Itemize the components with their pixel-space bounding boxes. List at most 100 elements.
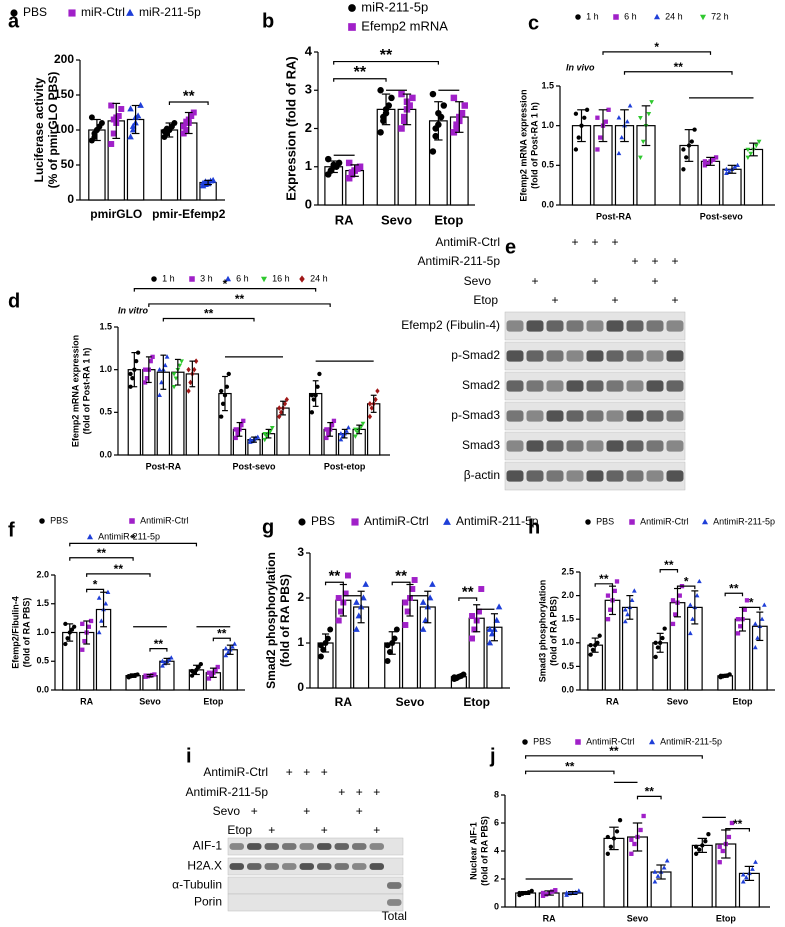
- data-point: [419, 625, 427, 632]
- data-point: [166, 656, 172, 662]
- blot-band: [606, 320, 624, 332]
- data-point: [624, 119, 630, 124]
- data-point: [638, 155, 643, 160]
- data-point: [576, 888, 582, 893]
- y-tick-label: 1: [297, 635, 304, 649]
- condition-sign: +: [531, 274, 538, 288]
- data-point: [605, 617, 611, 622]
- row-label: Porin: [194, 895, 222, 909]
- data-point: [401, 117, 408, 125]
- data-point: [162, 362, 168, 368]
- legend-label: 1 h: [586, 11, 599, 21]
- bar: [700, 160, 721, 206]
- data-point: [186, 366, 191, 373]
- data-point: [171, 120, 178, 126]
- significance-bracket: [212, 637, 231, 642]
- panel-letter: g: [262, 516, 274, 538]
- data-point: [759, 616, 765, 621]
- error-bar: [146, 673, 154, 678]
- data-point: [740, 872, 746, 877]
- data-point: [692, 127, 697, 132]
- error-bar: [251, 436, 257, 443]
- data-point: [80, 647, 85, 652]
- condition-sign: +: [671, 293, 678, 307]
- data-point: [315, 384, 320, 389]
- legend-label: AntimiR-Ctrl: [364, 514, 429, 528]
- y-tick-label: 8: [494, 789, 499, 799]
- data-point: [142, 380, 148, 385]
- condition-label: Sevo: [464, 274, 492, 288]
- data-point: [103, 601, 109, 606]
- data-point: [108, 102, 115, 109]
- chart-panel: h 0.0 0.5 1.0 1.5 2.0 2.5 Smad3 phosphorylation…: [528, 516, 775, 706]
- data-point: [344, 428, 349, 433]
- x-tick-label: Sevo: [396, 695, 425, 709]
- y-axis-label: (fold of RA PBS): [21, 598, 31, 668]
- data-point: [652, 869, 658, 874]
- data-point: [576, 135, 581, 140]
- significance-label: **: [183, 87, 195, 104]
- x-tick-label: Sevo: [139, 696, 161, 706]
- panel-letter: h: [528, 516, 540, 538]
- condition-sign: +: [591, 235, 598, 249]
- blot-band: [666, 350, 684, 362]
- data-point: [345, 174, 353, 182]
- data-point: [186, 388, 191, 394]
- data-point: [625, 611, 630, 617]
- blot-band: [264, 863, 279, 870]
- data-point: [595, 115, 600, 120]
- data-point: [603, 119, 608, 124]
- legend-label: AntimiR-211-5p: [456, 514, 539, 528]
- data-point: [705, 161, 710, 166]
- significance-bracket: [594, 583, 614, 587]
- error-bar: [93, 118, 101, 142]
- error-bar: [568, 890, 578, 896]
- blot-strip: [227, 876, 404, 895]
- row-label: Smad3: [462, 438, 500, 452]
- blot-band: [506, 320, 524, 332]
- data-point: [135, 350, 141, 355]
- bar: [160, 129, 179, 201]
- condition-sign: +: [631, 254, 638, 268]
- data-point: [582, 115, 587, 120]
- data-point: [130, 376, 135, 381]
- data-point: [689, 139, 694, 144]
- blot-band: [546, 320, 564, 332]
- blot-band: [626, 320, 644, 332]
- data-point: [105, 589, 111, 594]
- error-bar: [189, 360, 196, 388]
- error-bar: [697, 837, 707, 854]
- y-tick-label: 0.5: [99, 407, 112, 417]
- x-tick-label: Etop: [463, 695, 490, 709]
- data-point: [622, 618, 628, 624]
- data-point: [384, 642, 391, 649]
- blot-band: [369, 863, 384, 870]
- data-point: [727, 672, 732, 677]
- data-point: [469, 635, 476, 642]
- condition-sign: +: [651, 254, 658, 268]
- data-point: [426, 594, 434, 601]
- error-bar: [193, 664, 200, 676]
- data-point: [262, 437, 268, 443]
- data-point: [183, 127, 190, 133]
- data-point: [432, 132, 439, 140]
- x-tick-label: Sevo: [381, 212, 412, 227]
- data-point: [614, 829, 620, 834]
- chart-panel: c 0.0 0.5 1.0 1.5 Efemp2 mRNA expression (fold…: [518, 11, 775, 221]
- condition-label: AntimiR-Ctrl: [435, 235, 500, 249]
- data-point: [220, 401, 226, 406]
- data-point: [605, 834, 610, 840]
- error-bar: [721, 673, 729, 678]
- panel-letter: e: [505, 236, 516, 258]
- data-point: [356, 163, 364, 170]
- data-point: [564, 890, 569, 895]
- data-point: [144, 376, 150, 381]
- significance-bracket: [458, 597, 478, 601]
- data-point: [687, 602, 693, 607]
- significance-label: **: [97, 546, 107, 560]
- legend-label: AntimiR-Ctrl: [586, 736, 635, 746]
- data-point: [661, 865, 667, 870]
- legend-marker: [129, 518, 135, 524]
- data-point: [543, 892, 549, 897]
- error-bar: [632, 822, 643, 852]
